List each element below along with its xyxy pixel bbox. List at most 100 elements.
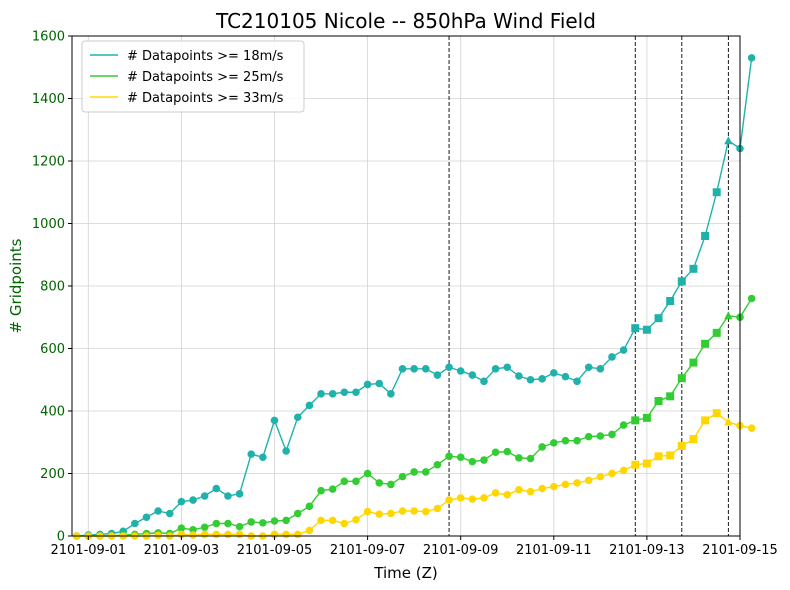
x-tick-label: 2101-09-09 — [423, 543, 499, 558]
data-point — [177, 524, 186, 532]
data-point — [747, 294, 756, 303]
data-point — [642, 325, 651, 334]
data-point — [596, 472, 605, 481]
data-point — [398, 472, 407, 481]
data-point — [631, 324, 640, 333]
data-point — [433, 371, 442, 379]
data-point — [247, 518, 256, 526]
data-point — [654, 314, 663, 323]
data-point — [619, 466, 628, 475]
data-point — [200, 492, 209, 500]
data-point — [747, 424, 756, 432]
y-axis-label: # Gridpoints — [7, 238, 25, 333]
data-point — [584, 432, 593, 441]
data-point — [189, 525, 197, 534]
data-point — [363, 380, 372, 389]
data-point — [282, 447, 290, 455]
data-point — [538, 443, 546, 451]
data-point — [421, 365, 430, 373]
data-point — [654, 452, 663, 461]
data-point — [608, 430, 616, 439]
data-point — [619, 421, 628, 429]
data-point — [456, 494, 465, 502]
data-point — [224, 530, 232, 539]
series-0 — [72, 54, 756, 540]
data-point — [387, 480, 395, 489]
data-point — [480, 456, 488, 464]
data-point — [608, 469, 616, 478]
y-tick-label: 1200 — [32, 155, 65, 170]
y-tick-label: 1000 — [32, 217, 65, 232]
data-point — [456, 453, 465, 462]
data-point — [189, 496, 197, 504]
data-point — [561, 480, 570, 489]
data-point — [573, 436, 581, 445]
data-point — [340, 477, 349, 486]
data-point — [631, 460, 640, 469]
data-point — [340, 388, 349, 397]
data-point — [328, 485, 337, 493]
data-point — [666, 451, 675, 460]
x-tick-label: 2101-09-03 — [144, 543, 220, 558]
data-point — [375, 510, 384, 518]
data-point — [328, 390, 337, 398]
data-point — [189, 531, 197, 539]
legend-entry-25: # Datapoints >= 25m/s — [127, 70, 284, 85]
data-point — [584, 476, 593, 485]
data-point — [328, 516, 337, 525]
data-point — [573, 479, 581, 487]
y-tick-label: 1400 — [32, 92, 65, 107]
data-point — [282, 530, 290, 539]
x-tick-label: 2101-09-01 — [51, 543, 127, 558]
data-point — [375, 379, 384, 388]
data-point — [200, 530, 209, 539]
data-point — [212, 484, 221, 493]
x-tick-label: 2101-09-11 — [516, 543, 592, 558]
data-point — [526, 487, 535, 496]
data-point — [515, 372, 523, 380]
data-point — [293, 509, 302, 518]
data-point — [445, 496, 453, 504]
data-point — [666, 297, 675, 305]
data-point — [165, 509, 174, 518]
data-point — [235, 490, 244, 498]
data-point — [293, 413, 302, 422]
data-point — [654, 397, 663, 405]
data-point — [352, 515, 360, 524]
data-point — [724, 311, 733, 320]
data-point — [503, 490, 512, 499]
data-point — [689, 264, 698, 273]
series-group — [72, 54, 756, 540]
data-point — [724, 417, 733, 426]
data-point — [549, 439, 558, 447]
legend: # Datapoints >= 18m/s # Datapoints >= 25… — [81, 40, 305, 113]
data-point — [142, 513, 151, 522]
y-tick-label: 800 — [40, 280, 65, 295]
x-axis: 2101-09-01 2101-09-03 2101-09-05 2101-09-07… — [51, 536, 778, 558]
data-point — [491, 365, 500, 373]
data-point — [212, 519, 221, 528]
data-point — [247, 450, 256, 458]
data-point — [363, 469, 372, 478]
data-point — [317, 516, 325, 525]
data-point — [410, 507, 418, 515]
data-point — [154, 507, 162, 515]
data-point — [421, 468, 430, 476]
data-point — [387, 390, 395, 398]
x-tick-label: 2101-09-13 — [609, 543, 685, 558]
x-tick-label: 2101-09-07 — [330, 543, 406, 558]
data-point — [421, 507, 430, 516]
data-point — [445, 363, 453, 372]
data-point — [503, 447, 512, 456]
data-point — [387, 509, 395, 518]
data-point — [398, 507, 407, 515]
data-point — [282, 516, 290, 525]
data-point — [608, 353, 616, 361]
data-point — [515, 485, 523, 494]
data-point — [666, 392, 675, 401]
data-point — [200, 523, 209, 532]
data-point — [701, 339, 710, 348]
data-point — [305, 502, 314, 511]
data-point — [433, 460, 442, 469]
